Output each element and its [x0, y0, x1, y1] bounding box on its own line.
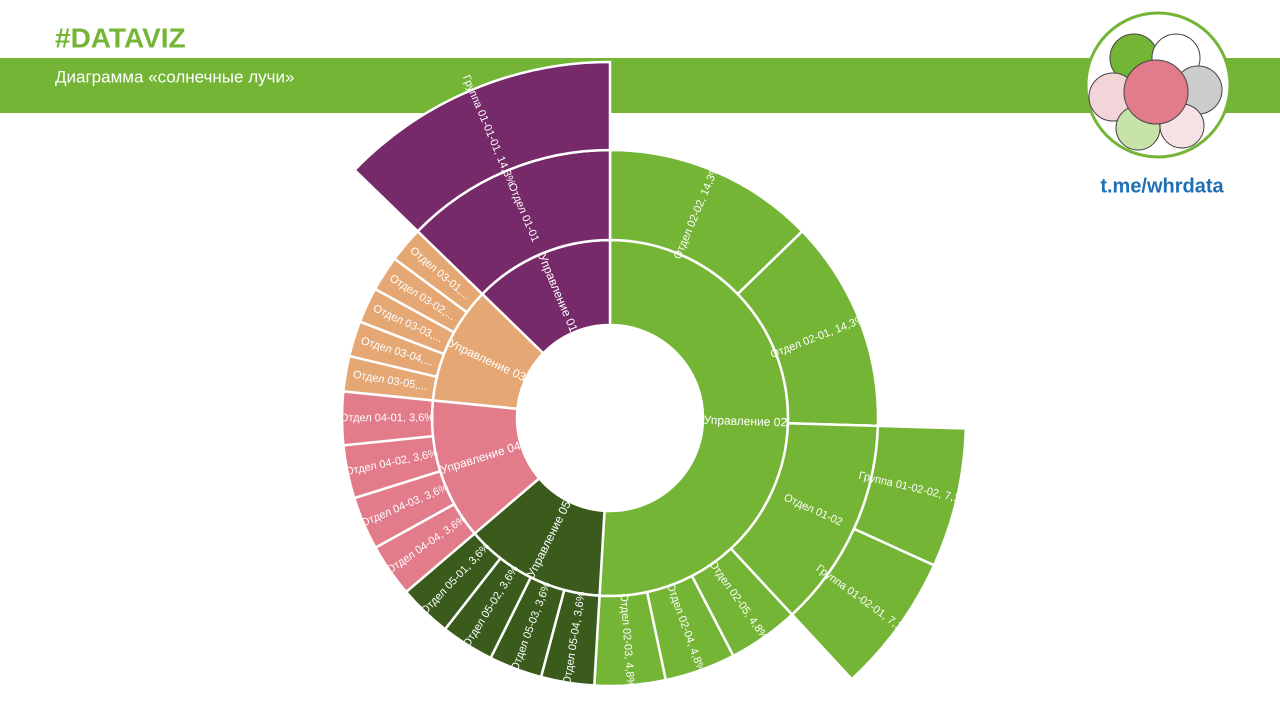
logo — [1084, 11, 1232, 159]
subtitle: Диаграмма «солнечные лучи» — [55, 67, 294, 86]
link[interactable]: t.me/whrdata — [1100, 175, 1224, 197]
sub-arc — [790, 527, 936, 681]
segment-label: Управление 02 — [704, 413, 788, 429]
header-band — [0, 58, 1280, 113]
sub-arc — [352, 60, 612, 234]
tag: #DATAVIZ — [55, 22, 186, 53]
segment-label: Отдел 04-01, 3,6% — [340, 412, 434, 424]
